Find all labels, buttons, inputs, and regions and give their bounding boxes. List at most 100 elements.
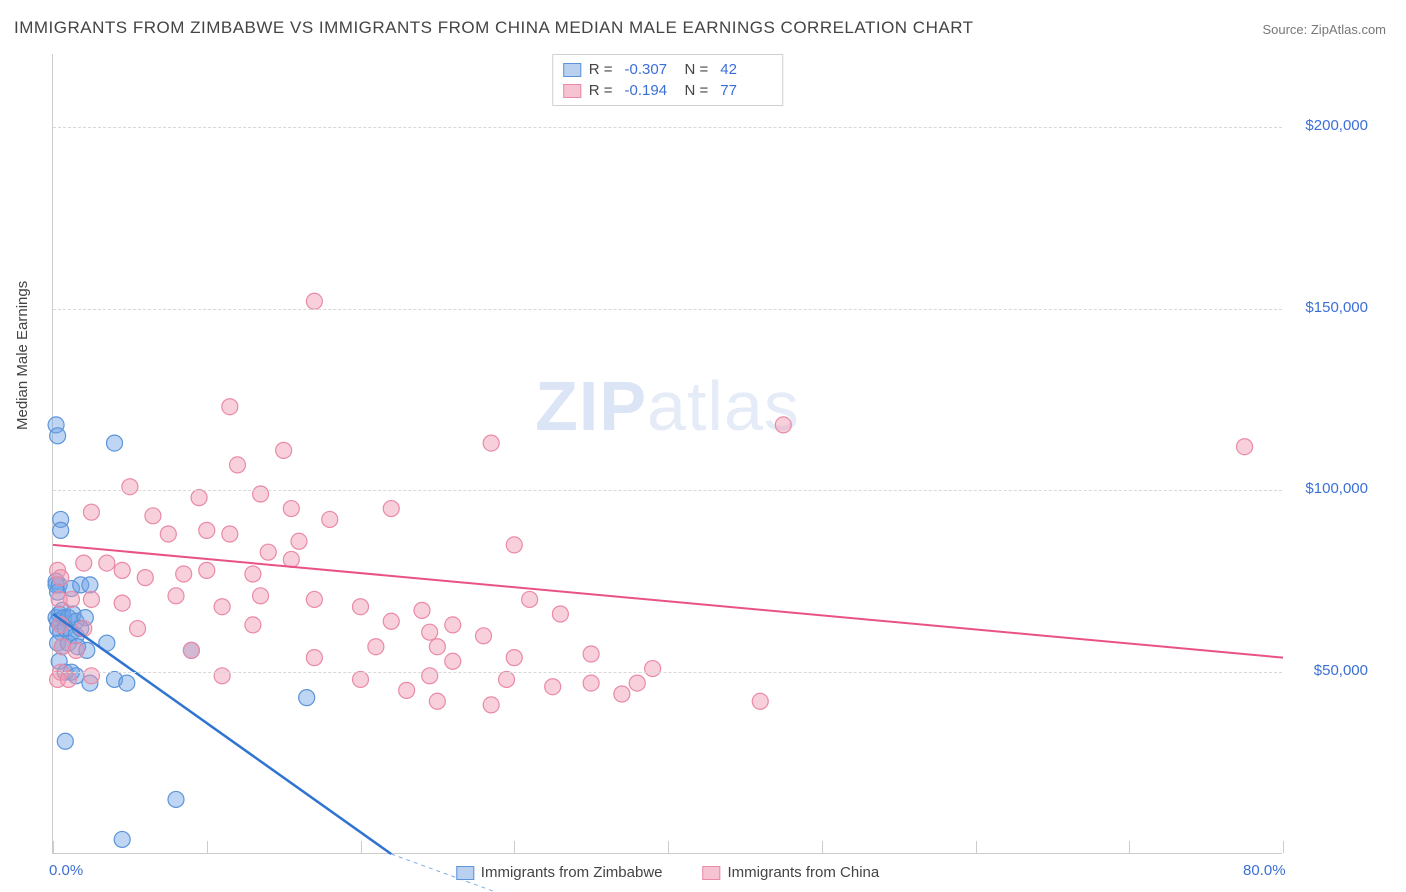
scatter-point [199, 562, 215, 578]
scatter-point [245, 617, 261, 633]
scatter-point [291, 533, 307, 549]
scatter-point [353, 671, 369, 687]
scatter-point [414, 602, 430, 618]
scatter-point [222, 399, 238, 415]
correlation-legend: R = -0.307 N = 42 R = -0.194 N = 77 [552, 54, 784, 106]
n-label: N = [685, 82, 709, 99]
scatter-point [76, 555, 92, 571]
scatter-point [168, 791, 184, 807]
scatter-point [83, 591, 99, 607]
r-label: R = [589, 82, 613, 99]
scatter-point [253, 486, 269, 502]
scatter-point [645, 661, 661, 677]
swatch-china-icon [703, 866, 721, 880]
scatter-point [383, 501, 399, 517]
scatter-point [614, 686, 630, 702]
scatter-point [775, 417, 791, 433]
n-value-china: 77 [716, 82, 772, 99]
r-value-zimbabwe: -0.307 [621, 61, 677, 78]
scatter-point [276, 442, 292, 458]
y-tick-label: $100,000 [1305, 480, 1368, 497]
scatter-point [583, 646, 599, 662]
scatter-point [214, 599, 230, 615]
scatter-point [583, 675, 599, 691]
scatter-point [160, 526, 176, 542]
scatter-point [253, 588, 269, 604]
scatter-point [506, 650, 522, 666]
scatter-point [306, 293, 322, 309]
scatter-point [214, 668, 230, 684]
scatter-point [130, 621, 146, 637]
scatter-point [176, 566, 192, 582]
legend-row-zimbabwe: R = -0.307 N = 42 [563, 59, 773, 80]
scatter-point [82, 577, 98, 593]
scatter-point [53, 570, 69, 586]
scatter-point [476, 628, 492, 644]
scatter-point [119, 675, 135, 691]
scatter-point [499, 671, 515, 687]
scatter-point [122, 479, 138, 495]
scatter-point [483, 435, 499, 451]
r-label: R = [589, 61, 613, 78]
scatter-point [483, 697, 499, 713]
chart-title: IMMIGRANTS FROM ZIMBABWE VS IMMIGRANTS F… [14, 18, 974, 38]
scatter-point [50, 428, 66, 444]
scatter-point [306, 591, 322, 607]
legend-item-zimbabwe: Immigrants from Zimbabwe [456, 864, 663, 881]
scatter-point [83, 668, 99, 684]
scatter-point [199, 522, 215, 538]
scatter-point [53, 522, 69, 538]
chart-plot-area: ZIPatlas R = -0.307 N = 42 R = -0.194 N … [52, 54, 1282, 854]
trend-line [53, 545, 1283, 658]
scatter-point [114, 595, 130, 611]
scatter-point [322, 511, 338, 527]
scatter-point [114, 831, 130, 847]
r-value-china: -0.194 [621, 82, 677, 99]
y-tick-label: $200,000 [1305, 117, 1368, 134]
scatter-point [306, 650, 322, 666]
n-value-zimbabwe: 42 [716, 61, 772, 78]
scatter-point [99, 555, 115, 571]
x-tick-label: 0.0% [49, 862, 83, 879]
n-label: N = [685, 61, 709, 78]
scatter-point [629, 675, 645, 691]
scatter-point [283, 551, 299, 567]
scatter-point [299, 690, 315, 706]
legend-label-china: Immigrants from China [728, 864, 880, 881]
scatter-point [57, 733, 73, 749]
scatter-point [60, 671, 76, 687]
scatter-point [63, 591, 79, 607]
scatter-point [552, 606, 568, 622]
scatter-point [445, 617, 461, 633]
scatter-point [368, 639, 384, 655]
scatter-point [168, 588, 184, 604]
scatter-point [83, 504, 99, 520]
x-tick-label: 80.0% [1243, 862, 1286, 879]
source-attribution: Source: ZipAtlas.com [1262, 22, 1386, 37]
scatter-point [399, 682, 415, 698]
scatter-point [506, 537, 522, 553]
scatter-point [137, 570, 153, 586]
scatter-point [429, 639, 445, 655]
y-axis-label: Median Male Earnings [14, 281, 31, 430]
y-tick-label: $150,000 [1305, 299, 1368, 316]
scatter-point [1237, 439, 1253, 455]
scatter-point [522, 591, 538, 607]
swatch-zimbabwe-icon [456, 866, 474, 880]
chart-svg [53, 54, 1282, 853]
series-legend: Immigrants from Zimbabwe Immigrants from… [456, 864, 879, 881]
legend-item-china: Immigrants from China [703, 864, 880, 881]
scatter-point [383, 613, 399, 629]
scatter-point [68, 642, 84, 658]
scatter-point [283, 501, 299, 517]
scatter-point [752, 693, 768, 709]
scatter-point [230, 457, 246, 473]
scatter-point [245, 566, 261, 582]
swatch-china [563, 84, 581, 98]
scatter-point [183, 642, 199, 658]
scatter-point [222, 526, 238, 542]
legend-label-zimbabwe: Immigrants from Zimbabwe [481, 864, 663, 881]
scatter-point [260, 544, 276, 560]
scatter-point [114, 562, 130, 578]
scatter-point [422, 624, 438, 640]
